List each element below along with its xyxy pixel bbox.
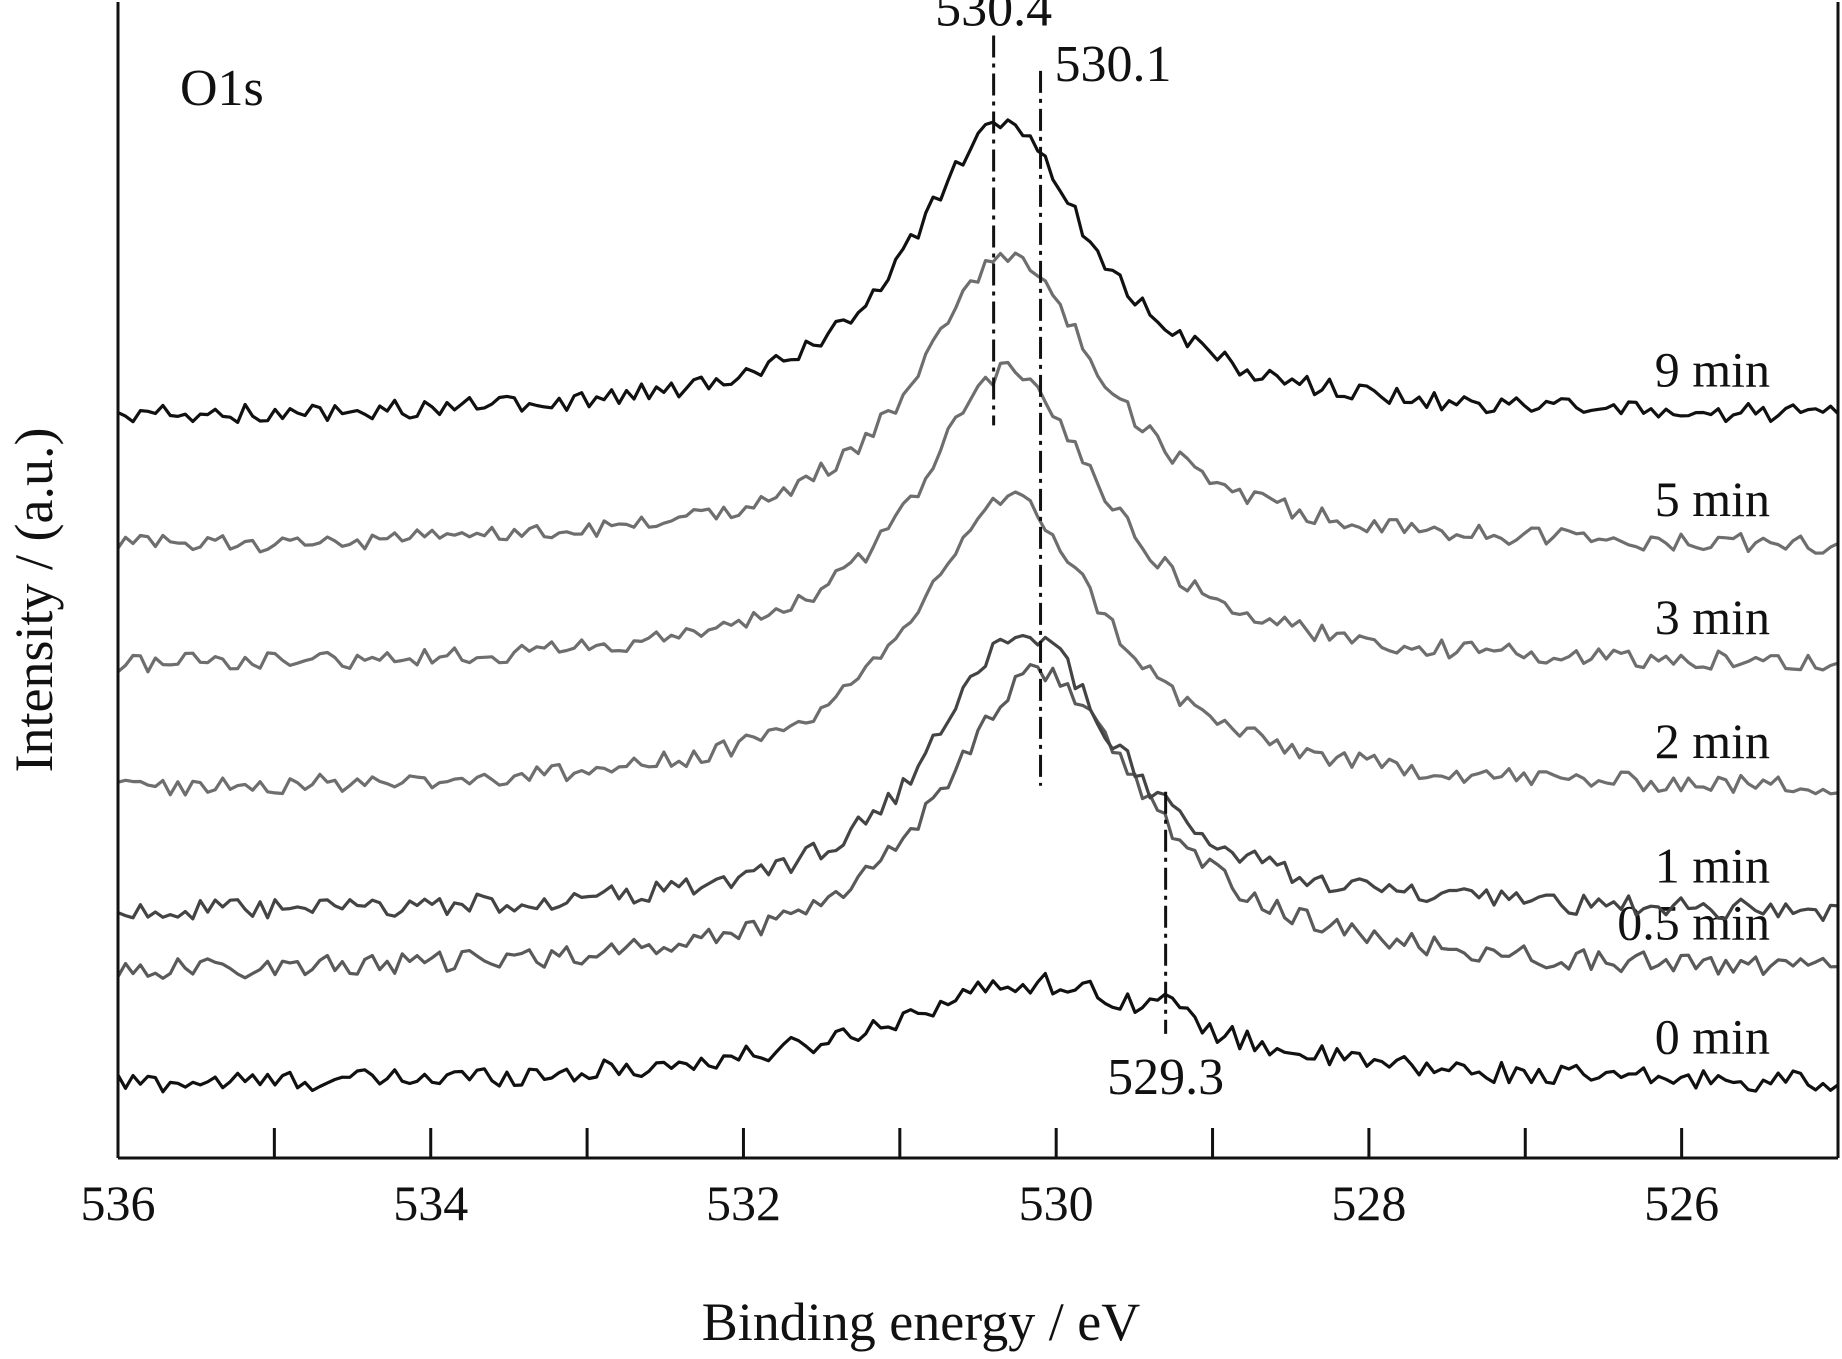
- series-label: 5 min: [1655, 471, 1770, 527]
- series-label: 1 min: [1655, 837, 1770, 893]
- x-axis-title: Binding energy / eV: [702, 1292, 1140, 1352]
- x-tick-label: 532: [706, 1175, 781, 1231]
- x-tick-label: 528: [1331, 1175, 1406, 1231]
- series-label: 3 min: [1655, 589, 1770, 645]
- series-line-0-min: [116, 971, 1839, 1094]
- series-line-5-min: [116, 251, 1839, 555]
- reference-line-label: 530.1: [1055, 36, 1172, 93]
- axes: 536 534 532 530 528 526: [81, 2, 1840, 1231]
- y-axis-title: Intensity / (a.u.): [4, 428, 64, 773]
- series-line-0-5-min: [116, 662, 1839, 980]
- series-label: 0 min: [1655, 1009, 1770, 1065]
- x-tick-label: 536: [81, 1175, 156, 1231]
- series-line-1-min: [117, 633, 1839, 923]
- series-label: 9 min: [1655, 341, 1770, 397]
- x-tick-label: 530: [1019, 1175, 1094, 1231]
- x-tick-label: 534: [393, 1175, 468, 1231]
- series-label: 2 min: [1655, 713, 1770, 769]
- series-line-3-min: [116, 360, 1839, 674]
- reference-line-label: 530.4: [935, 0, 1052, 37]
- x-tick-label: 526: [1644, 1175, 1719, 1231]
- panel-label: O1s: [180, 60, 264, 117]
- series-line-9-min: [117, 118, 1840, 424]
- series-line-2-min: [117, 490, 1839, 797]
- reference-line-label: 529.3: [1107, 1049, 1224, 1106]
